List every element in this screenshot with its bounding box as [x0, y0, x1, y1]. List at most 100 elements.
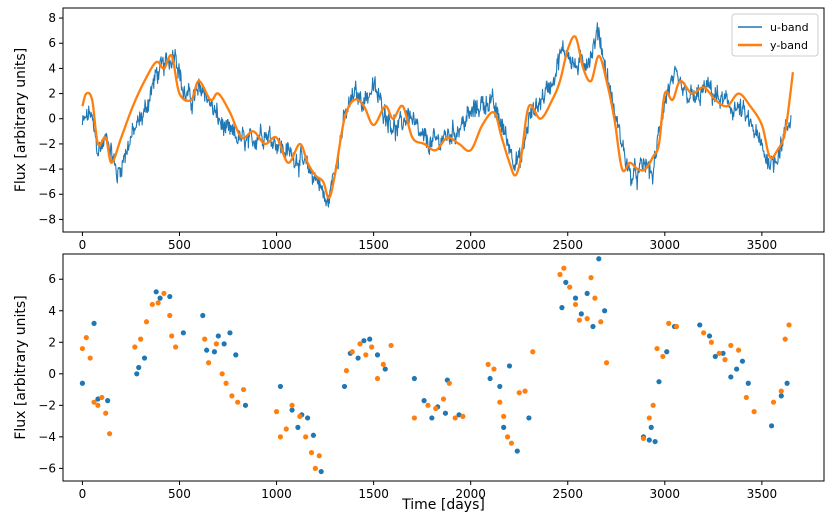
scatter-point-y-band — [485, 361, 491, 367]
scatter-point-y-band — [83, 334, 89, 341]
scatter-point-u-band — [784, 380, 790, 386]
y-tick-label: 0 — [48, 367, 56, 381]
scatter-point-y-band — [106, 431, 113, 437]
scatter-point-y-band — [728, 342, 734, 349]
scatter-point-y-band — [303, 434, 309, 440]
scatter-point-u-band — [421, 398, 427, 404]
plot-area — [79, 256, 792, 475]
scatter-point-y-band — [567, 284, 573, 290]
scatter-point-y-band — [206, 360, 212, 366]
scatter-point-u-band — [215, 333, 221, 339]
x-tick-label: 3000 — [650, 487, 681, 501]
scatter-point-u-band — [739, 358, 746, 364]
y-tick-label: −2 — [38, 137, 56, 151]
scatter-point-u-band — [559, 305, 565, 311]
scatter-point-y-band — [167, 312, 173, 319]
scatter-point-y-band — [708, 339, 715, 345]
scatter-point-y-band — [446, 380, 452, 386]
top-axis-ticks: 0 500 1000 1500 2000 2500 3000 3500 −8 −6 −4 −2 0 2 4 6… — [38, 11, 777, 252]
scatter-point-y-band — [308, 450, 315, 456]
y-tick-label: 6 — [48, 36, 56, 50]
plot-area — [81, 22, 795, 208]
scatter-point-y-band — [363, 352, 369, 358]
scatter-point-u-band — [141, 355, 148, 361]
scatter-point-y-band — [782, 336, 788, 342]
scatter-point-u-band — [602, 308, 608, 314]
scatter-point-y-band — [716, 350, 722, 356]
scatter-point-u-band — [305, 415, 311, 421]
scatter-point-u-band — [745, 380, 751, 386]
scatter-point-u-band — [664, 349, 670, 355]
scatter-point-y-band — [786, 322, 792, 328]
scatter-point-u-band — [411, 375, 417, 382]
scatter-point-y-band — [452, 415, 458, 421]
scatter-point-y-band — [770, 399, 777, 405]
scatter-point-u-band — [526, 415, 532, 421]
scatter-point-u-band — [778, 393, 784, 399]
y-tick-label: −6 — [38, 461, 56, 475]
scatter-point-u-band — [506, 363, 513, 369]
scatter-point-y-band — [173, 344, 179, 350]
scatter-point-y-band — [588, 275, 594, 281]
scatter-point-y-band — [501, 413, 507, 419]
y-tick-label: 2 — [48, 87, 56, 101]
scatter-point-u-band — [200, 312, 206, 319]
scatter-point-u-band — [242, 402, 249, 408]
scatter-point-y-band — [297, 413, 303, 419]
scatter-point-u-band — [706, 333, 713, 339]
scatter-point-y-band — [202, 336, 208, 342]
scatter-point-u-band — [442, 410, 449, 416]
scatter-point-y-band — [460, 413, 466, 419]
scatter-point-y-band — [103, 410, 109, 416]
legend-u-band-label: u-band — [770, 21, 809, 34]
x-tick-label: 1500 — [358, 487, 389, 501]
scatter-point-u-band — [289, 407, 295, 413]
scatter-point-y-band — [283, 426, 289, 432]
scatter-point-y-band — [169, 333, 175, 339]
legend-y-band-label: y-band — [770, 39, 808, 52]
x-tick-label: 1000 — [261, 238, 292, 252]
scatter-point-y-band — [411, 415, 417, 421]
scatter-point-u-band — [318, 468, 324, 475]
scatter-point-y-band — [735, 347, 742, 353]
scatter-point-u-band — [697, 322, 703, 328]
bottom-y-axis-label: Flux [arbitrary units] — [13, 295, 29, 439]
scatter-point-u-band — [361, 338, 367, 344]
scatter-point-y-band — [584, 316, 590, 322]
scatter-point-y-band — [598, 319, 604, 325]
scatter-point-u-band — [221, 341, 227, 347]
scatter-point-y-band — [343, 368, 350, 374]
x-tick-label: 500 — [168, 487, 191, 501]
y-tick-label: 2 — [48, 335, 56, 349]
y-tick-label: −2 — [38, 398, 56, 412]
scatter-point-y-band — [235, 399, 241, 405]
top-line-panel: 0 500 1000 1500 2000 2500 3000 3500 −8 −6 −4 −2 0 2 4 6… — [13, 7, 825, 252]
scatter-point-y-band — [576, 317, 582, 323]
scatter-point-u-band — [768, 423, 775, 429]
scatter-point-y-band — [87, 355, 93, 361]
scatter-point-u-band — [105, 398, 111, 404]
scatter-point-y-band — [155, 300, 161, 306]
x-tick-label: 2500 — [552, 487, 583, 501]
top-series-lines — [81, 22, 795, 208]
legend: u-band y-band — [731, 13, 819, 57]
scatter-point-u-band — [652, 438, 658, 445]
scatter-point-u-band — [295, 424, 301, 430]
scatter-point-y-band — [357, 341, 363, 347]
scatter-point-y-band — [433, 405, 439, 412]
scatter-point-y-band — [161, 290, 167, 297]
scatter-point-y-band — [316, 453, 322, 459]
scatter-point-u-band — [734, 366, 740, 372]
scatter-point-y-band — [95, 402, 101, 408]
scatter-point-y-band — [722, 357, 728, 363]
scatter-point-y-band — [516, 390, 522, 396]
bottom-scatter-panel: 0 500 1000 1500 2000 2500 3000 3500 −6 −4 −2 0 2 4 6 F… — [13, 253, 825, 513]
scatter-point-y-band — [504, 434, 511, 440]
scatter-point-y-band — [149, 301, 155, 308]
scatter-point-u-band — [341, 383, 348, 390]
scatter-point-u-band — [95, 396, 101, 402]
scatter-point-y-band — [522, 388, 528, 394]
scatter-point-y-band — [557, 271, 563, 278]
scatter-point-y-band — [143, 319, 150, 325]
